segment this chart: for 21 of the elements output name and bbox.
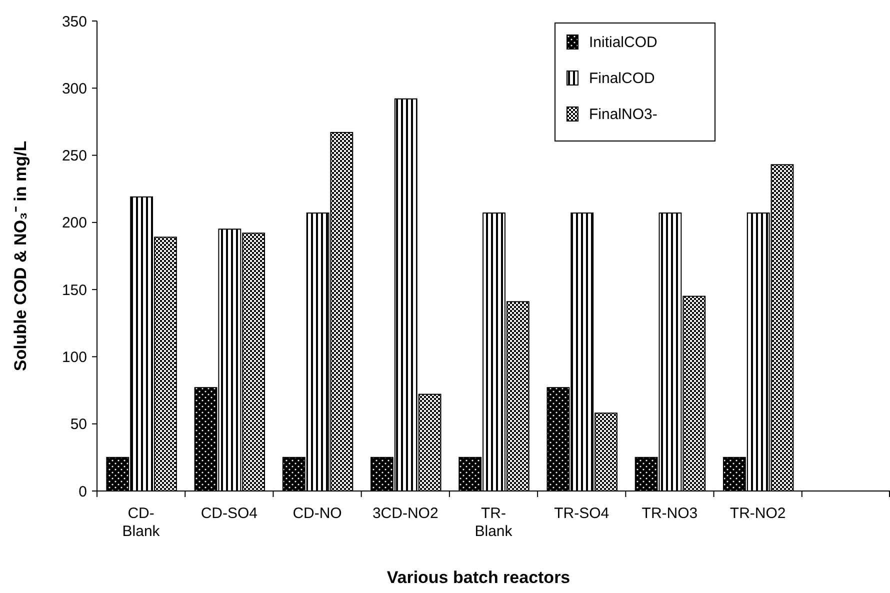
y-tick-label: 0 — [78, 483, 87, 500]
x-tick-label: TR-NO3 — [642, 505, 698, 522]
x-tick-label: 3CD-NO2 — [372, 505, 438, 522]
x-tick-label: CD- Blank — [122, 505, 160, 540]
legend-label: InitialCOD — [589, 34, 658, 51]
y-tick-label: 100 — [62, 348, 87, 366]
y-tick-label: 150 — [62, 282, 87, 299]
y-axis-title: Soluble COD & NO₃⁻ in mg/L — [11, 140, 30, 372]
y-tick-label: 250 — [62, 148, 87, 165]
x-axis-title: Various batch reactors — [386, 568, 570, 587]
x-tick-label: CD-SO4 — [200, 505, 258, 522]
legend-label: FinalNO3- — [589, 106, 658, 123]
x-tick-label: TR-NO2 — [730, 505, 786, 522]
y-tick-label: 200 — [62, 214, 87, 232]
x-tick-label: TR- Blank — [474, 505, 513, 540]
y-tick-label: 350 — [62, 13, 87, 30]
y-tick-label: 300 — [62, 80, 87, 98]
y-tick-label: 50 — [70, 416, 87, 434]
x-tick-label: CD-NO — [292, 505, 342, 522]
x-tick-label: TR-SO4 — [554, 505, 610, 522]
legend-label: FinalCOD — [589, 70, 656, 87]
